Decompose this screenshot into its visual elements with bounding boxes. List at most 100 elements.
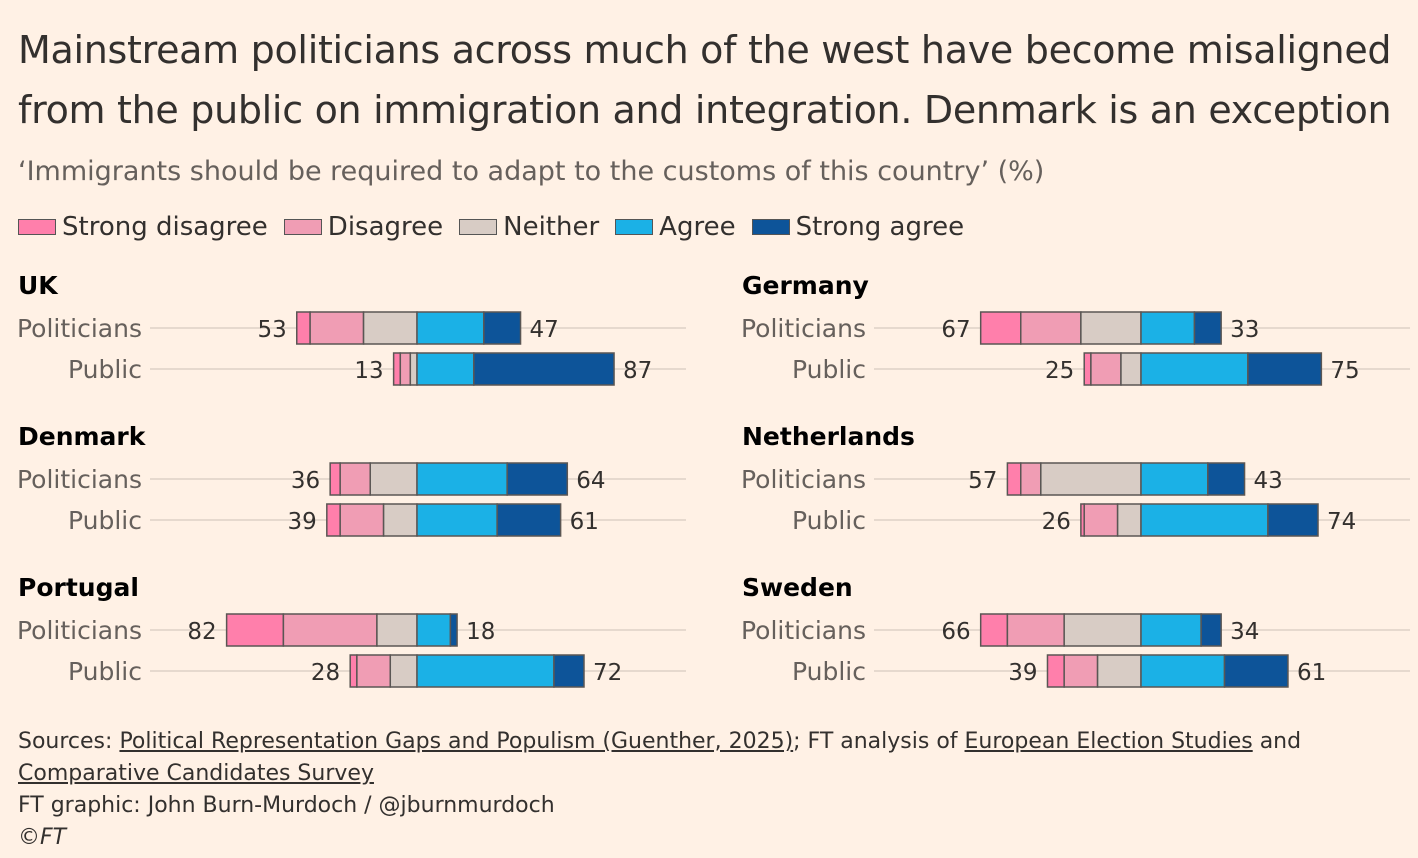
- legend-label-neither: Neither: [503, 212, 600, 242]
- copyright: ©FT: [18, 825, 67, 850]
- bar-germany-public-strong-disagree: [1083, 352, 1092, 386]
- bar-sweden-politicians-disagree: [1006, 613, 1065, 647]
- legend-item-disagree: Disagree: [283, 212, 444, 242]
- bar-uk-public-strong-agree: [473, 352, 615, 386]
- value-label-disagree-germany-politicians: 67: [941, 317, 970, 343]
- bar-portugal-public-strong-disagree: [349, 654, 358, 688]
- bar-germany-public-neither: [1120, 352, 1142, 386]
- value-label-agree-netherlands-public: 74: [1327, 509, 1356, 535]
- value-label-agree-germany-public: 75: [1330, 358, 1359, 384]
- value-label-disagree-sweden-politicians: 66: [941, 619, 970, 645]
- value-label-agree-sweden-politicians: 34: [1230, 619, 1259, 645]
- bar-portugal-politicians-neither: [376, 613, 418, 647]
- bar-denmark-public-neither: [382, 503, 418, 537]
- bar-uk-public-disagree: [399, 352, 412, 386]
- legend-label-disagree: Disagree: [327, 212, 444, 242]
- legend-item-strong-agree: Strong agree: [751, 212, 964, 242]
- source-link-ees[interactable]: European Election Studies: [964, 729, 1253, 754]
- bar-denmark-politicians-agree: [416, 462, 508, 496]
- row-label-denmark-politicians: Politicians: [17, 465, 142, 494]
- legend-item-strong-disagree: Strong disagree: [18, 212, 268, 242]
- bar-uk-politicians-strong-disagree: [296, 311, 311, 345]
- value-label-disagree-uk-politicians: 53: [257, 317, 286, 343]
- value-label-agree-denmark-politicians: 64: [576, 468, 605, 494]
- bar-netherlands-politicians-strong-disagree: [1006, 462, 1022, 496]
- value-label-disagree-denmark-politicians: 36: [291, 468, 320, 494]
- legend-label-strong-disagree: Strong disagree: [62, 212, 268, 242]
- legend: Strong disagree Disagree Neither Agree S…: [18, 212, 980, 242]
- panel-title-uk: UK: [18, 271, 59, 300]
- sources-mid-2: and: [1252, 729, 1302, 754]
- bar-netherlands-politicians-strong-agree: [1207, 462, 1246, 496]
- value-label-disagree-denmark-public: 39: [288, 509, 317, 535]
- row-label-germany-politicians: Politicians: [741, 314, 866, 343]
- bar-portugal-politicians-strong-agree: [449, 613, 458, 647]
- panel-title-germany: Germany: [742, 271, 869, 300]
- chart-subtitle: ‘Immigrants should be required to adapt …: [18, 156, 1045, 187]
- panel-title-portugal: Portugal: [18, 573, 139, 602]
- legend-item-agree: Agree: [615, 212, 736, 242]
- bar-germany-politicians-agree: [1140, 311, 1196, 345]
- row-label-sweden-public: Public: [792, 657, 866, 686]
- sources-prefix: Sources:: [18, 729, 120, 754]
- bar-sweden-politicians-agree: [1140, 613, 1202, 647]
- bar-netherlands-politicians-disagree: [1020, 462, 1042, 496]
- value-label-disagree-portugal-public: 28: [311, 660, 340, 686]
- row-label-uk-politicians: Politicians: [17, 314, 142, 343]
- bar-sweden-politicians-neither: [1063, 613, 1142, 647]
- bar-portugal-politicians-strong-disagree: [225, 613, 285, 647]
- bar-uk-public-agree: [416, 352, 475, 386]
- value-label-agree-uk-public: 87: [623, 358, 652, 384]
- bar-denmark-public-disagree: [339, 503, 385, 537]
- bar-portugal-public-agree: [416, 654, 555, 688]
- row-label-denmark-public: Public: [68, 506, 142, 535]
- bar-netherlands-public-strong-agree: [1267, 503, 1319, 537]
- row-label-uk-public: Public: [68, 355, 142, 384]
- bar-uk-public-strong-disagree: [392, 352, 402, 386]
- bar-portugal-politicians-disagree: [282, 613, 378, 647]
- value-label-agree-portugal-public: 72: [593, 660, 622, 686]
- chart-title: Mainstream politicians across much of th…: [18, 28, 1392, 132]
- source-link-ccs[interactable]: Comparative Candidates Survey: [18, 761, 374, 786]
- bar-portugal-politicians-agree: [416, 613, 452, 647]
- sources-mid-1: ; FT analysis of: [793, 729, 965, 754]
- bar-denmark-public-strong-agree: [496, 503, 562, 537]
- source-link-guenther[interactable]: Political Representation Gaps and Populi…: [119, 729, 794, 754]
- value-label-disagree-portugal-politicians: 82: [187, 619, 216, 645]
- value-label-agree-uk-politicians: 47: [530, 317, 559, 343]
- bar-germany-public-agree: [1140, 352, 1249, 386]
- row-label-netherlands-public: Public: [792, 506, 866, 535]
- value-label-agree-denmark-public: 61: [570, 509, 599, 535]
- value-label-disagree-netherlands-politicians: 57: [968, 468, 997, 494]
- bar-germany-public-disagree: [1090, 352, 1122, 386]
- row-label-sweden-politicians: Politicians: [741, 616, 866, 645]
- bar-portugal-public-neither: [389, 654, 418, 688]
- legend-label-agree: Agree: [659, 212, 736, 242]
- bar-germany-politicians-disagree: [1020, 311, 1082, 345]
- panel-title-netherlands: Netherlands: [742, 422, 915, 451]
- sources-line: Sources: Political Representation Gaps a…: [18, 726, 1410, 790]
- footer: Sources: Political Representation Gaps a…: [18, 726, 1410, 854]
- value-label-disagree-uk-public: 13: [354, 358, 383, 384]
- legend-swatch-strong-agree: [751, 219, 790, 235]
- bar-sweden-politicians-strong-disagree: [979, 613, 1009, 647]
- value-label-agree-portugal-politicians: 18: [466, 619, 495, 645]
- panel-title-sweden: Sweden: [742, 573, 853, 602]
- legend-swatch-strong-disagree: [18, 219, 56, 235]
- bar-germany-public-strong-agree: [1247, 352, 1323, 386]
- bar-netherlands-public-disagree: [1083, 503, 1119, 537]
- bar-denmark-politicians-strong-disagree: [329, 462, 341, 496]
- bar-portugal-public-disagree: [356, 654, 392, 688]
- bar-netherlands-public-neither: [1116, 503, 1142, 537]
- bar-germany-politicians-strong-disagree: [979, 311, 1022, 345]
- value-label-agree-netherlands-politicians: 43: [1254, 468, 1283, 494]
- graphic-credit: FT graphic: John Burn-Murdoch / @jburnmu…: [18, 793, 555, 818]
- bar-sweden-public-disagree: [1063, 654, 1099, 688]
- panel-title-denmark: Denmark: [18, 422, 147, 451]
- bar-sweden-public-agree: [1140, 654, 1226, 688]
- row-label-portugal-public: Public: [68, 657, 142, 686]
- bar-sweden-politicians-strong-agree: [1200, 613, 1222, 647]
- value-label-agree-germany-politicians: 33: [1230, 317, 1259, 343]
- bar-denmark-politicians-disagree: [339, 462, 371, 496]
